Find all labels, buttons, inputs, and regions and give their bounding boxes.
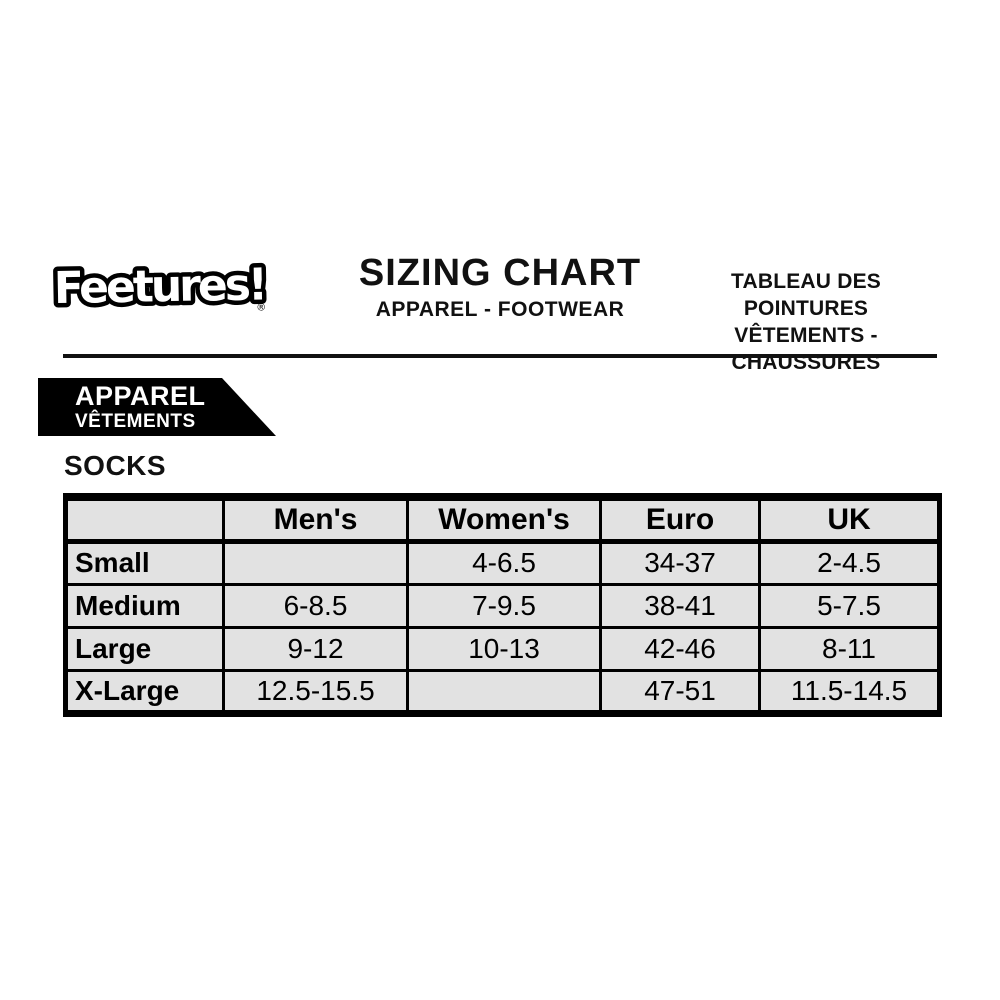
- feetures-logo-graphic: Feetures! ®: [49, 255, 270, 319]
- col-header-mens: Men's: [222, 495, 409, 544]
- col-header-size: [64, 495, 225, 544]
- page-title-french: TABLEAU DES POINTURES: [731, 270, 881, 320]
- feetures-logo: Feetures! ®: [49, 255, 275, 320]
- page-title-block: SIZING CHART APPAREL - FOOTWEAR: [345, 252, 655, 322]
- page-subtitle: APPAREL - FOOTWEAR: [375, 298, 625, 321]
- registered-mark: ®: [256, 302, 266, 313]
- col-header-euro: Euro: [599, 495, 761, 544]
- table-header-row: Men's Women's Euro UK: [64, 495, 941, 544]
- cell-euro: 42-46: [599, 625, 761, 672]
- table-row-medium: Medium 6-8.5 7-9.5 38-41 5-7.5: [64, 582, 941, 629]
- cell-euro: 38-41: [599, 582, 761, 629]
- logo-text: Feetures!: [53, 259, 265, 314]
- page-title: SIZING CHART: [358, 252, 642, 294]
- cell-womens: 10-13: [406, 625, 602, 672]
- banner-label-fr: VÊTEMENTS: [75, 411, 196, 432]
- cell-womens: 4-6.5: [406, 539, 602, 586]
- cell-uk: 2-4.5: [758, 539, 941, 586]
- cell-euro: 47-51: [599, 668, 761, 715]
- col-header-uk: UK: [758, 495, 941, 544]
- cell-mens: 12.5-15.5: [222, 668, 409, 715]
- header-divider: [63, 354, 937, 358]
- col-header-womens: Women's: [406, 495, 602, 544]
- row-label: Large: [64, 625, 225, 672]
- section-banner-apparel: APPAREL VÊTEMENTS: [38, 378, 276, 436]
- sizing-table: Men's Women's Euro UK Small 4-6.5 34-37 …: [63, 493, 942, 717]
- page-subtitle-french: VÊTEMENTS - CHAUSSURES: [731, 324, 881, 374]
- table-row-xlarge: X-Large 12.5-15.5 47-51 11.5-14.5: [64, 668, 941, 715]
- cell-mens: [222, 539, 409, 586]
- cell-womens: [406, 668, 602, 715]
- sizing-table-wrap: Men's Women's Euro UK Small 4-6.5 34-37 …: [63, 493, 942, 717]
- cell-mens: 9-12: [222, 625, 409, 672]
- table-row-small: Small 4-6.5 34-37 2-4.5: [64, 539, 941, 586]
- cell-mens: 6-8.5: [222, 582, 409, 629]
- cell-womens: 7-9.5: [406, 582, 602, 629]
- section-heading-socks: SOCKS: [64, 450, 167, 481]
- row-label: X-Large: [64, 668, 225, 715]
- table-row-large: Large 9-12 10-13 42-46 8-11: [64, 625, 941, 672]
- page-title-french-block: TABLEAU DES POINTURES VÊTEMENTS - CHAUSS…: [668, 268, 944, 376]
- banner-label-en: APPAREL: [75, 381, 206, 411]
- cell-uk: 11.5-14.5: [758, 668, 941, 715]
- cell-euro: 34-37: [599, 539, 761, 586]
- row-label: Small: [64, 539, 225, 586]
- cell-uk: 8-11: [758, 625, 941, 672]
- row-label: Medium: [64, 582, 225, 629]
- cell-uk: 5-7.5: [758, 582, 941, 629]
